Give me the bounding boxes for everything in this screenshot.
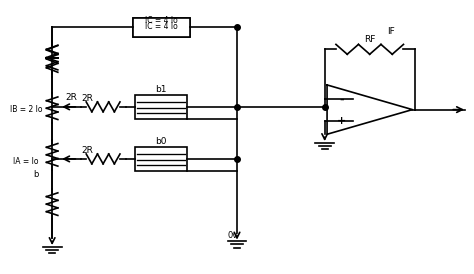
FancyBboxPatch shape (133, 18, 190, 37)
FancyBboxPatch shape (135, 95, 187, 119)
Text: IF: IF (387, 27, 395, 36)
Text: RF: RF (364, 35, 375, 44)
Text: 2R: 2R (82, 146, 94, 155)
Text: IA = Io: IA = Io (13, 157, 39, 166)
Text: b0: b0 (155, 137, 167, 146)
Text: 2R: 2R (65, 93, 77, 102)
Text: 0v: 0v (227, 231, 237, 240)
Text: IC = 4 Io: IC = 4 Io (145, 16, 178, 25)
Text: 2R: 2R (82, 94, 94, 103)
Text: -: - (340, 94, 344, 104)
Text: IC = 4 Io: IC = 4 Io (145, 22, 178, 31)
Text: IB = 2 Io: IB = 2 Io (10, 105, 42, 114)
FancyBboxPatch shape (135, 147, 187, 171)
Text: b: b (33, 170, 38, 179)
Text: b1: b1 (155, 85, 167, 94)
FancyBboxPatch shape (133, 18, 190, 37)
Text: +: + (337, 116, 346, 126)
